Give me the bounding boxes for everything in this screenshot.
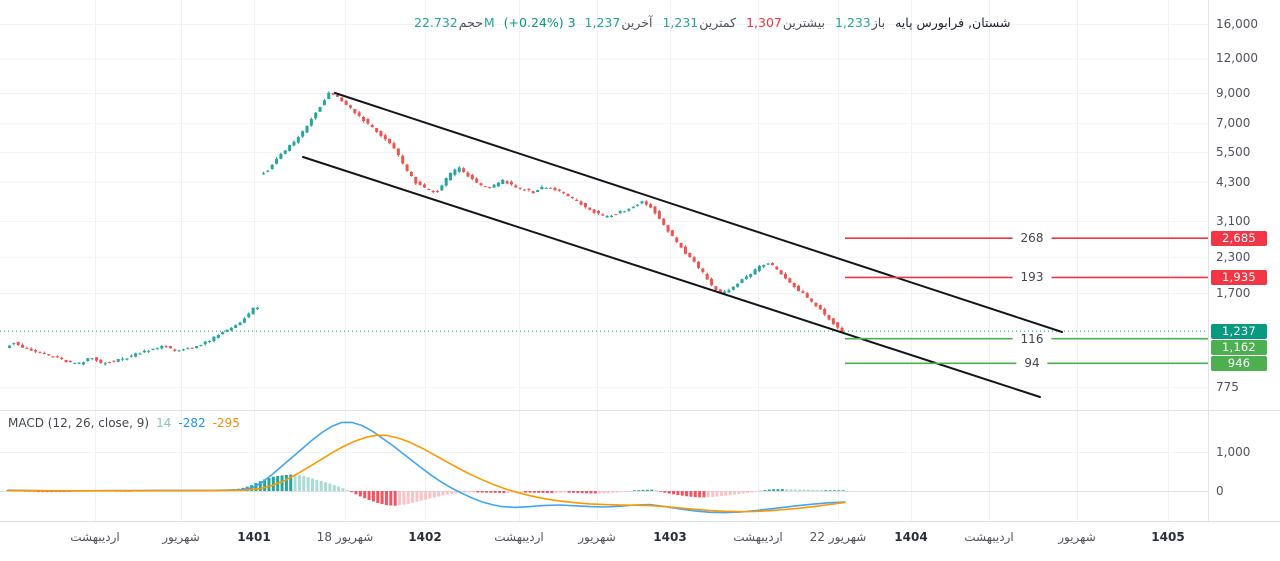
- price-tick-16000: 16,000: [1216, 16, 1258, 31]
- legend-volume: حجم22.732M: [414, 15, 495, 30]
- price-tick-7000: 7,000: [1216, 116, 1251, 131]
- legend-change-value: (+0.24%) 3: [503, 14, 576, 30]
- price-tick-2300: 2,300: [1216, 249, 1251, 264]
- price-badge-1,162: 1,162: [1211, 339, 1267, 355]
- level-label-94[interactable]: 94: [1016, 356, 1048, 371]
- time-label-1401: 1401: [237, 530, 271, 544]
- legend-last: 1,237آخرین: [585, 15, 654, 30]
- volume-value: 22.732M: [414, 14, 495, 30]
- time-label-اردیبهشت: اردیبهشت: [964, 530, 1014, 544]
- level-label-116[interactable]: 116: [1012, 331, 1052, 346]
- time-label-شهریور: شهریور: [162, 530, 200, 544]
- macd-signal-value: -295: [212, 416, 240, 430]
- legend-open: 1,233باز: [835, 15, 886, 30]
- symbol-legend: حجم22.732M (+0.24%) 3 1,237آخرین 1,231کم…: [414, 13, 1010, 31]
- macd-line-value: -282: [178, 416, 206, 430]
- price-badge-1,237: 1,237: [1211, 323, 1267, 339]
- macd-title: MACD (12, 26, close, 9): [8, 416, 150, 430]
- level-label-193[interactable]: 193: [1012, 270, 1052, 285]
- price-tick-12000: 12,000: [1216, 51, 1258, 66]
- time-label-1403: 1403: [653, 530, 687, 544]
- time-label-1405: 1405: [1151, 530, 1185, 544]
- time-label-22 شهریور: 22 شهریور: [809, 530, 867, 544]
- last-label: آخرین: [621, 14, 653, 30]
- price-badge-1,935: 1,935: [1211, 269, 1267, 285]
- high-value: 1,307: [746, 14, 782, 30]
- macd-hist-value: 14: [156, 416, 172, 430]
- price-tick-775: 775: [1216, 380, 1239, 395]
- time-label-1404: 1404: [894, 530, 928, 544]
- time-label-اردیبهشت: اردیبهشت: [494, 530, 544, 544]
- time-label-18 شهریور: 18 شهریور: [316, 530, 374, 544]
- volume-label: حجم: [458, 14, 483, 30]
- legend-high: 1,307بیشترین: [746, 15, 826, 30]
- open-label: باز: [871, 14, 886, 30]
- price-tick-1700: 1,700: [1216, 286, 1251, 300]
- time-label-اردیبهشت: اردیبهشت: [70, 530, 120, 544]
- time-label-شهریور: شهریور: [578, 530, 616, 544]
- time-label-1402: 1402: [408, 530, 442, 544]
- price-badge-2,685: 2,685: [1211, 230, 1267, 246]
- last-value: 1,237: [584, 14, 621, 30]
- open-value: 1,233: [834, 14, 871, 30]
- symbol-name[interactable]: شستان, فرابورس پایه: [895, 14, 1011, 30]
- high-label: بیشترین: [782, 14, 825, 30]
- low-value: 1,231: [662, 14, 699, 30]
- price-tick-4300: 4,300: [1216, 174, 1251, 189]
- candlestick-series: [8, 91, 844, 366]
- macd-line: [7, 421, 846, 514]
- time-label-اردیبهشت: اردیبهشت: [733, 530, 783, 544]
- price-tick-3100: 3,100: [1216, 213, 1251, 228]
- trend-channel[interactable]: [302, 92, 1063, 398]
- macd-legend[interactable]: MACD (12, 26, close, 9) 14 -282 -295: [8, 416, 240, 430]
- level-label-268[interactable]: 268: [1012, 231, 1052, 246]
- price-tick-9000: 9,000: [1216, 86, 1251, 100]
- macd-tick-0: 0: [1216, 484, 1224, 498]
- price-tick-5500: 5,500: [1216, 145, 1251, 160]
- macd-signal-line: [7, 434, 846, 513]
- gridlines: [0, 0, 1208, 521]
- time-label-شهریور: شهریور: [1058, 530, 1096, 544]
- macd-tick-1000: 1,000: [1216, 445, 1251, 459]
- low-label: کمترین: [699, 14, 737, 30]
- legend-low: 1,231کمترین: [662, 15, 737, 30]
- price-badge-946: 946: [1211, 355, 1267, 371]
